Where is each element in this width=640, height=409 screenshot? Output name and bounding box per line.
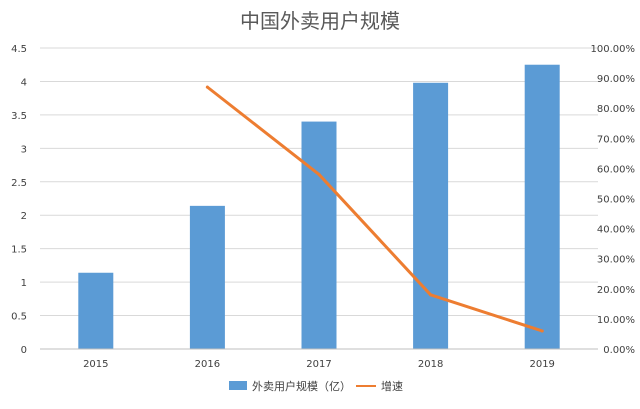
axes: 0 0.5 1 1.5 2 2.5 3 3.5 4 4.5 0.00% 10.00% 20.00% 30.… [11, 44, 635, 370]
bar [413, 82, 449, 349]
x-tick-label: 2017 [306, 359, 331, 370]
y-right-tick-label: 90.00% [597, 74, 635, 85]
y-left-tick-label: 2 [21, 211, 27, 222]
y-right-tick-label: 10.00% [597, 315, 635, 326]
line-point [540, 329, 544, 333]
x-tick-label: 2019 [529, 359, 554, 370]
y-right-tick-label: 70.00% [597, 134, 635, 145]
legend: 外卖用户规模（亿） 增速 [229, 379, 403, 393]
growth-line [205, 85, 544, 333]
y-right-tick-label: 80.00% [597, 104, 635, 115]
y-left-tick-label: 4.5 [11, 44, 27, 55]
y-right-tick-label: 50.00% [597, 195, 635, 206]
legend-label-bar: 外卖用户规模（亿） [252, 379, 351, 393]
y-right-tick-label: 20.00% [597, 285, 635, 296]
line-point [429, 293, 433, 297]
bar [78, 272, 114, 349]
line-series [205, 85, 544, 333]
y-left-tick-label: 3.5 [11, 111, 27, 122]
legend-label-line: 增速 [381, 379, 403, 393]
y-right-tick-label: 0.00% [603, 345, 635, 356]
y-left-tick-label: 2.5 [11, 178, 27, 189]
bar [301, 121, 337, 349]
y-left-tick-label: 1.5 [11, 245, 27, 256]
chart-title: 中国外卖用户规模 [240, 9, 400, 33]
x-tick-label: 2015 [83, 359, 108, 370]
legend-swatch-bar [229, 381, 247, 390]
y-right-tick-label: 40.00% [597, 225, 635, 236]
y-left-tick-label: 0.5 [11, 312, 27, 323]
x-tick-label: 2016 [195, 359, 220, 370]
y-right-tick-label: 30.00% [597, 255, 635, 266]
bar [524, 64, 560, 349]
y-left-tick-label: 0 [21, 345, 27, 356]
y-left-tick-label: 1 [21, 278, 27, 289]
y-right-tick-label: 60.00% [597, 164, 635, 175]
x-tick-label: 2018 [418, 359, 443, 370]
bar-series [78, 64, 560, 349]
y-right-tick-label: 100.00% [591, 44, 636, 55]
y-left-tick-label: 4 [21, 77, 27, 88]
bar [189, 205, 225, 349]
line-point [205, 85, 209, 89]
line-point [317, 172, 321, 176]
y-left-tick-label: 3 [21, 144, 27, 155]
